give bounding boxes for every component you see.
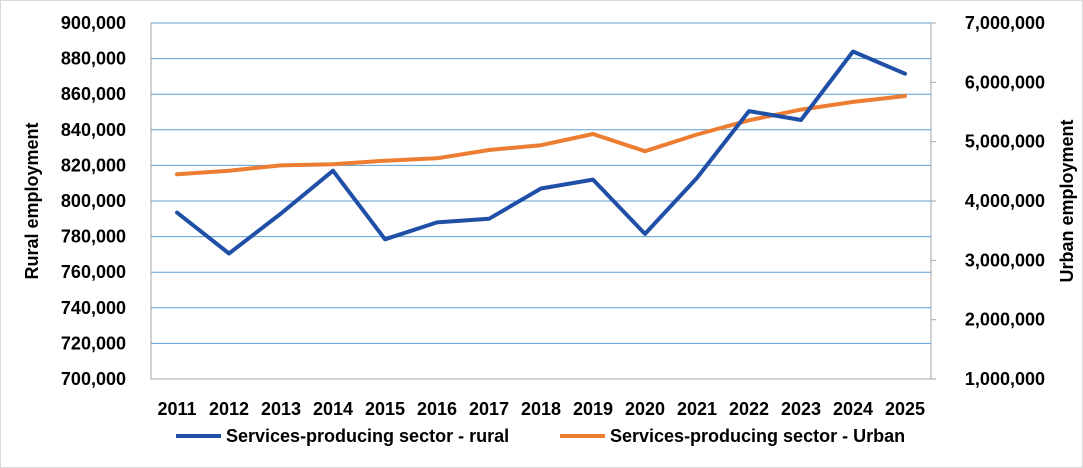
- left-tick-label: 820,000: [61, 155, 126, 175]
- right-tick-label: 7,000,000: [965, 13, 1045, 33]
- legend: Services-producing sector - rural Servic…: [176, 426, 905, 446]
- x-tick-label: 2021: [677, 399, 717, 419]
- left-tick-label: 800,000: [61, 191, 126, 211]
- right-tick-label: 1,000,000: [965, 369, 1045, 389]
- right-axis-title: Urban employment: [1057, 119, 1077, 282]
- x-tick-label: 2024: [833, 399, 873, 419]
- left-tick-label: 760,000: [61, 262, 126, 282]
- left-axis-ticks: 700,000 720,000 740,000 760,000 780,000 800,0…: [61, 13, 126, 389]
- left-axis-title: Rural employment: [22, 122, 42, 279]
- right-tick-label: 3,000,000: [965, 250, 1045, 270]
- series-lines: [175, 49, 907, 256]
- x-tick-label: 2023: [781, 399, 821, 419]
- x-tick-label: 2011: [157, 399, 196, 419]
- right-tick-label: 5,000,000: [965, 132, 1045, 152]
- right-tick-label: 2,000,000: [965, 310, 1045, 330]
- left-tick-label: 700,000: [61, 369, 126, 389]
- left-tick-label: 780,000: [61, 227, 126, 247]
- x-tick-label: 2012: [209, 399, 249, 419]
- x-tick-label: 2022: [729, 399, 769, 419]
- series-line-rural: [175, 49, 907, 256]
- right-tick-label: 4,000,000: [965, 191, 1045, 211]
- legend-label-rural: Services-producing sector - rural: [226, 426, 509, 446]
- x-axis-ticks: 2011 2012 2013 2014 2015 2016 2017 2018 2019 2020…: [157, 399, 925, 419]
- x-tick-label: 2025: [885, 399, 925, 419]
- axes: [150, 22, 936, 380]
- left-tick-label: 840,000: [61, 120, 126, 140]
- left-tick-label: 740,000: [61, 298, 126, 318]
- gridlines: [151, 22, 931, 344]
- x-tick-label: 2017: [469, 399, 509, 419]
- x-tick-label: 2016: [417, 399, 457, 419]
- left-tick-label: 860,000: [61, 84, 126, 104]
- left-tick-label: 900,000: [61, 13, 126, 33]
- x-tick-label: 2015: [365, 399, 405, 419]
- x-tick-label: 2018: [521, 399, 561, 419]
- x-tick-label: 2014: [313, 399, 353, 419]
- left-tick-label: 880,000: [61, 49, 126, 69]
- legend-label-urban: Services-producing sector - Urban: [610, 426, 905, 446]
- x-tick-label: 2013: [261, 399, 301, 419]
- right-tick-label: 6,000,000: [965, 72, 1045, 92]
- left-tick-label: 720,000: [61, 333, 126, 353]
- series-line-urban: [175, 94, 907, 177]
- right-axis-ticks: 1,000,000 2,000,000 3,000,000 4,000,000 5,00…: [965, 13, 1045, 389]
- x-tick-label: 2020: [625, 399, 665, 419]
- x-tick-label: 2019: [573, 399, 613, 419]
